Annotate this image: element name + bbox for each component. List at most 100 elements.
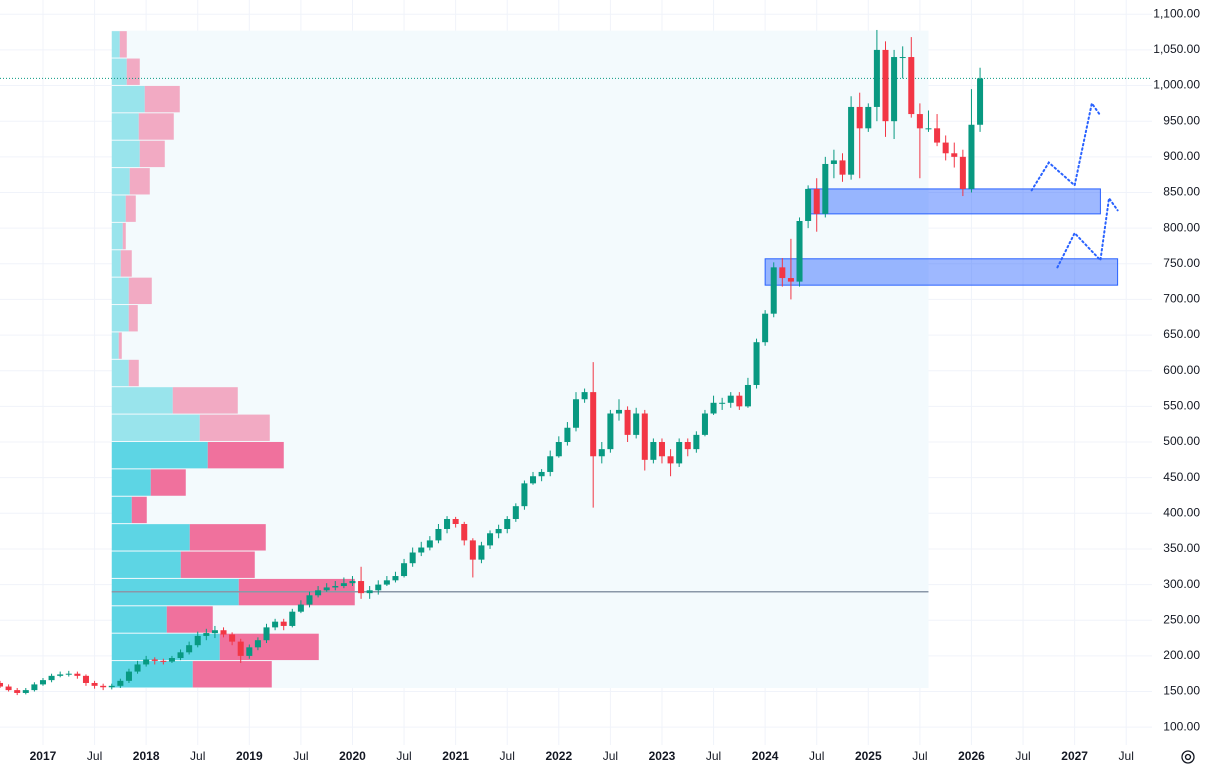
candle-body [143, 659, 150, 665]
candle-body [22, 690, 29, 693]
plot-area [0, 29, 1152, 696]
candle-body [452, 519, 459, 524]
candle-body [564, 427, 571, 443]
candle-body [418, 547, 425, 553]
candle-body [959, 156, 966, 189]
candle-body [435, 528, 442, 541]
profile-buy [111, 359, 129, 387]
x-tick-label: 2020 [339, 749, 366, 763]
candle-body [882, 49, 889, 122]
candle-body [839, 160, 846, 175]
axes: 100.00 150.00 200.00 250.00 300.00 350.00 400.… [30, 6, 1201, 763]
x-tick-label: Jul [500, 749, 515, 763]
candle-body [280, 621, 287, 626]
candle-body [211, 630, 218, 634]
candle-body [701, 413, 708, 435]
x-tick-label: Jul [809, 749, 824, 763]
profile-buy [111, 250, 121, 277]
candle-body [753, 342, 760, 385]
candle-body [487, 533, 494, 546]
candle-body [91, 682, 98, 686]
candle-body [254, 640, 261, 648]
profile-buy [111, 113, 139, 140]
candle-body [951, 153, 958, 157]
candle-body [237, 641, 244, 656]
profile-sell [166, 606, 213, 633]
candle-body [598, 449, 605, 457]
support-zone [764, 258, 1119, 286]
candle-body [762, 313, 769, 343]
candle-body [340, 583, 347, 587]
profile-sell [139, 140, 165, 168]
x-tick-label: 2018 [133, 749, 160, 763]
y-tick-label: 750.00 [1163, 256, 1200, 270]
candle-body [693, 434, 700, 450]
candle-body [108, 685, 115, 688]
y-tick-label: 1,100.00 [1153, 6, 1200, 20]
candle-body [323, 587, 330, 591]
profile-buy [111, 606, 167, 633]
candle-body [873, 49, 880, 107]
support-zone [807, 188, 1101, 215]
candle-body [822, 163, 829, 214]
candle-body [538, 471, 545, 477]
y-tick-label: 200.00 [1163, 648, 1200, 662]
y-tick-label: 500.00 [1163, 434, 1200, 448]
profile-buy [111, 524, 190, 551]
candle-body [478, 545, 485, 560]
candle-body [719, 402, 726, 404]
y-tick-label: 800.00 [1163, 220, 1200, 234]
candle-body [31, 684, 38, 691]
x-tick-label: Jul [190, 749, 205, 763]
candle-body [968, 124, 975, 189]
candle-body [401, 563, 408, 577]
x-tick-label: Jul [706, 749, 721, 763]
candle-body [229, 634, 236, 642]
y-tick-label: 300.00 [1163, 577, 1200, 591]
x-tick-label: 2021 [442, 749, 469, 763]
candle-body [246, 647, 253, 656]
profile-sell [119, 31, 127, 58]
profile-sell [180, 551, 255, 578]
profile-sell [192, 661, 272, 688]
candle-body [392, 576, 399, 581]
profile-sell [189, 524, 266, 551]
profile-sell [144, 85, 180, 113]
settings-icon[interactable] [1181, 750, 1195, 764]
candle-body [710, 402, 717, 414]
candle-body [547, 456, 554, 472]
x-tick-label: 2023 [649, 749, 676, 763]
candle-body [168, 658, 175, 662]
candle-body [942, 142, 949, 154]
candle-body [151, 659, 158, 661]
candle-body [39, 680, 46, 685]
candle-body [633, 413, 640, 435]
candle-body [315, 590, 322, 596]
profile-buy [111, 414, 200, 441]
candle-body [899, 57, 906, 59]
profile-buy [111, 140, 140, 168]
candle-body [916, 114, 923, 129]
y-tick-label: 850.00 [1163, 185, 1200, 199]
profile-sell [125, 195, 136, 222]
x-tick-label: Jul [293, 749, 308, 763]
projection-path [1030, 100, 1102, 192]
profile-buy [111, 58, 127, 85]
candle-body [5, 686, 12, 691]
candle-body [297, 604, 304, 612]
candle-body [581, 392, 588, 400]
x-tick-label: 2017 [30, 749, 57, 763]
candle-body [117, 680, 124, 686]
candle-body [358, 581, 365, 594]
profile-buy [111, 305, 129, 332]
profile-background [111, 30, 929, 688]
profile-sell [131, 496, 147, 524]
y-tick-label: 400.00 [1163, 505, 1200, 519]
candle-body [383, 580, 390, 585]
candle-body [848, 106, 855, 175]
y-tick-label: 350.00 [1163, 541, 1200, 555]
profile-sell [122, 222, 126, 250]
candle-body [160, 660, 167, 662]
profile-sell [150, 469, 186, 496]
profile-buy [111, 85, 145, 113]
